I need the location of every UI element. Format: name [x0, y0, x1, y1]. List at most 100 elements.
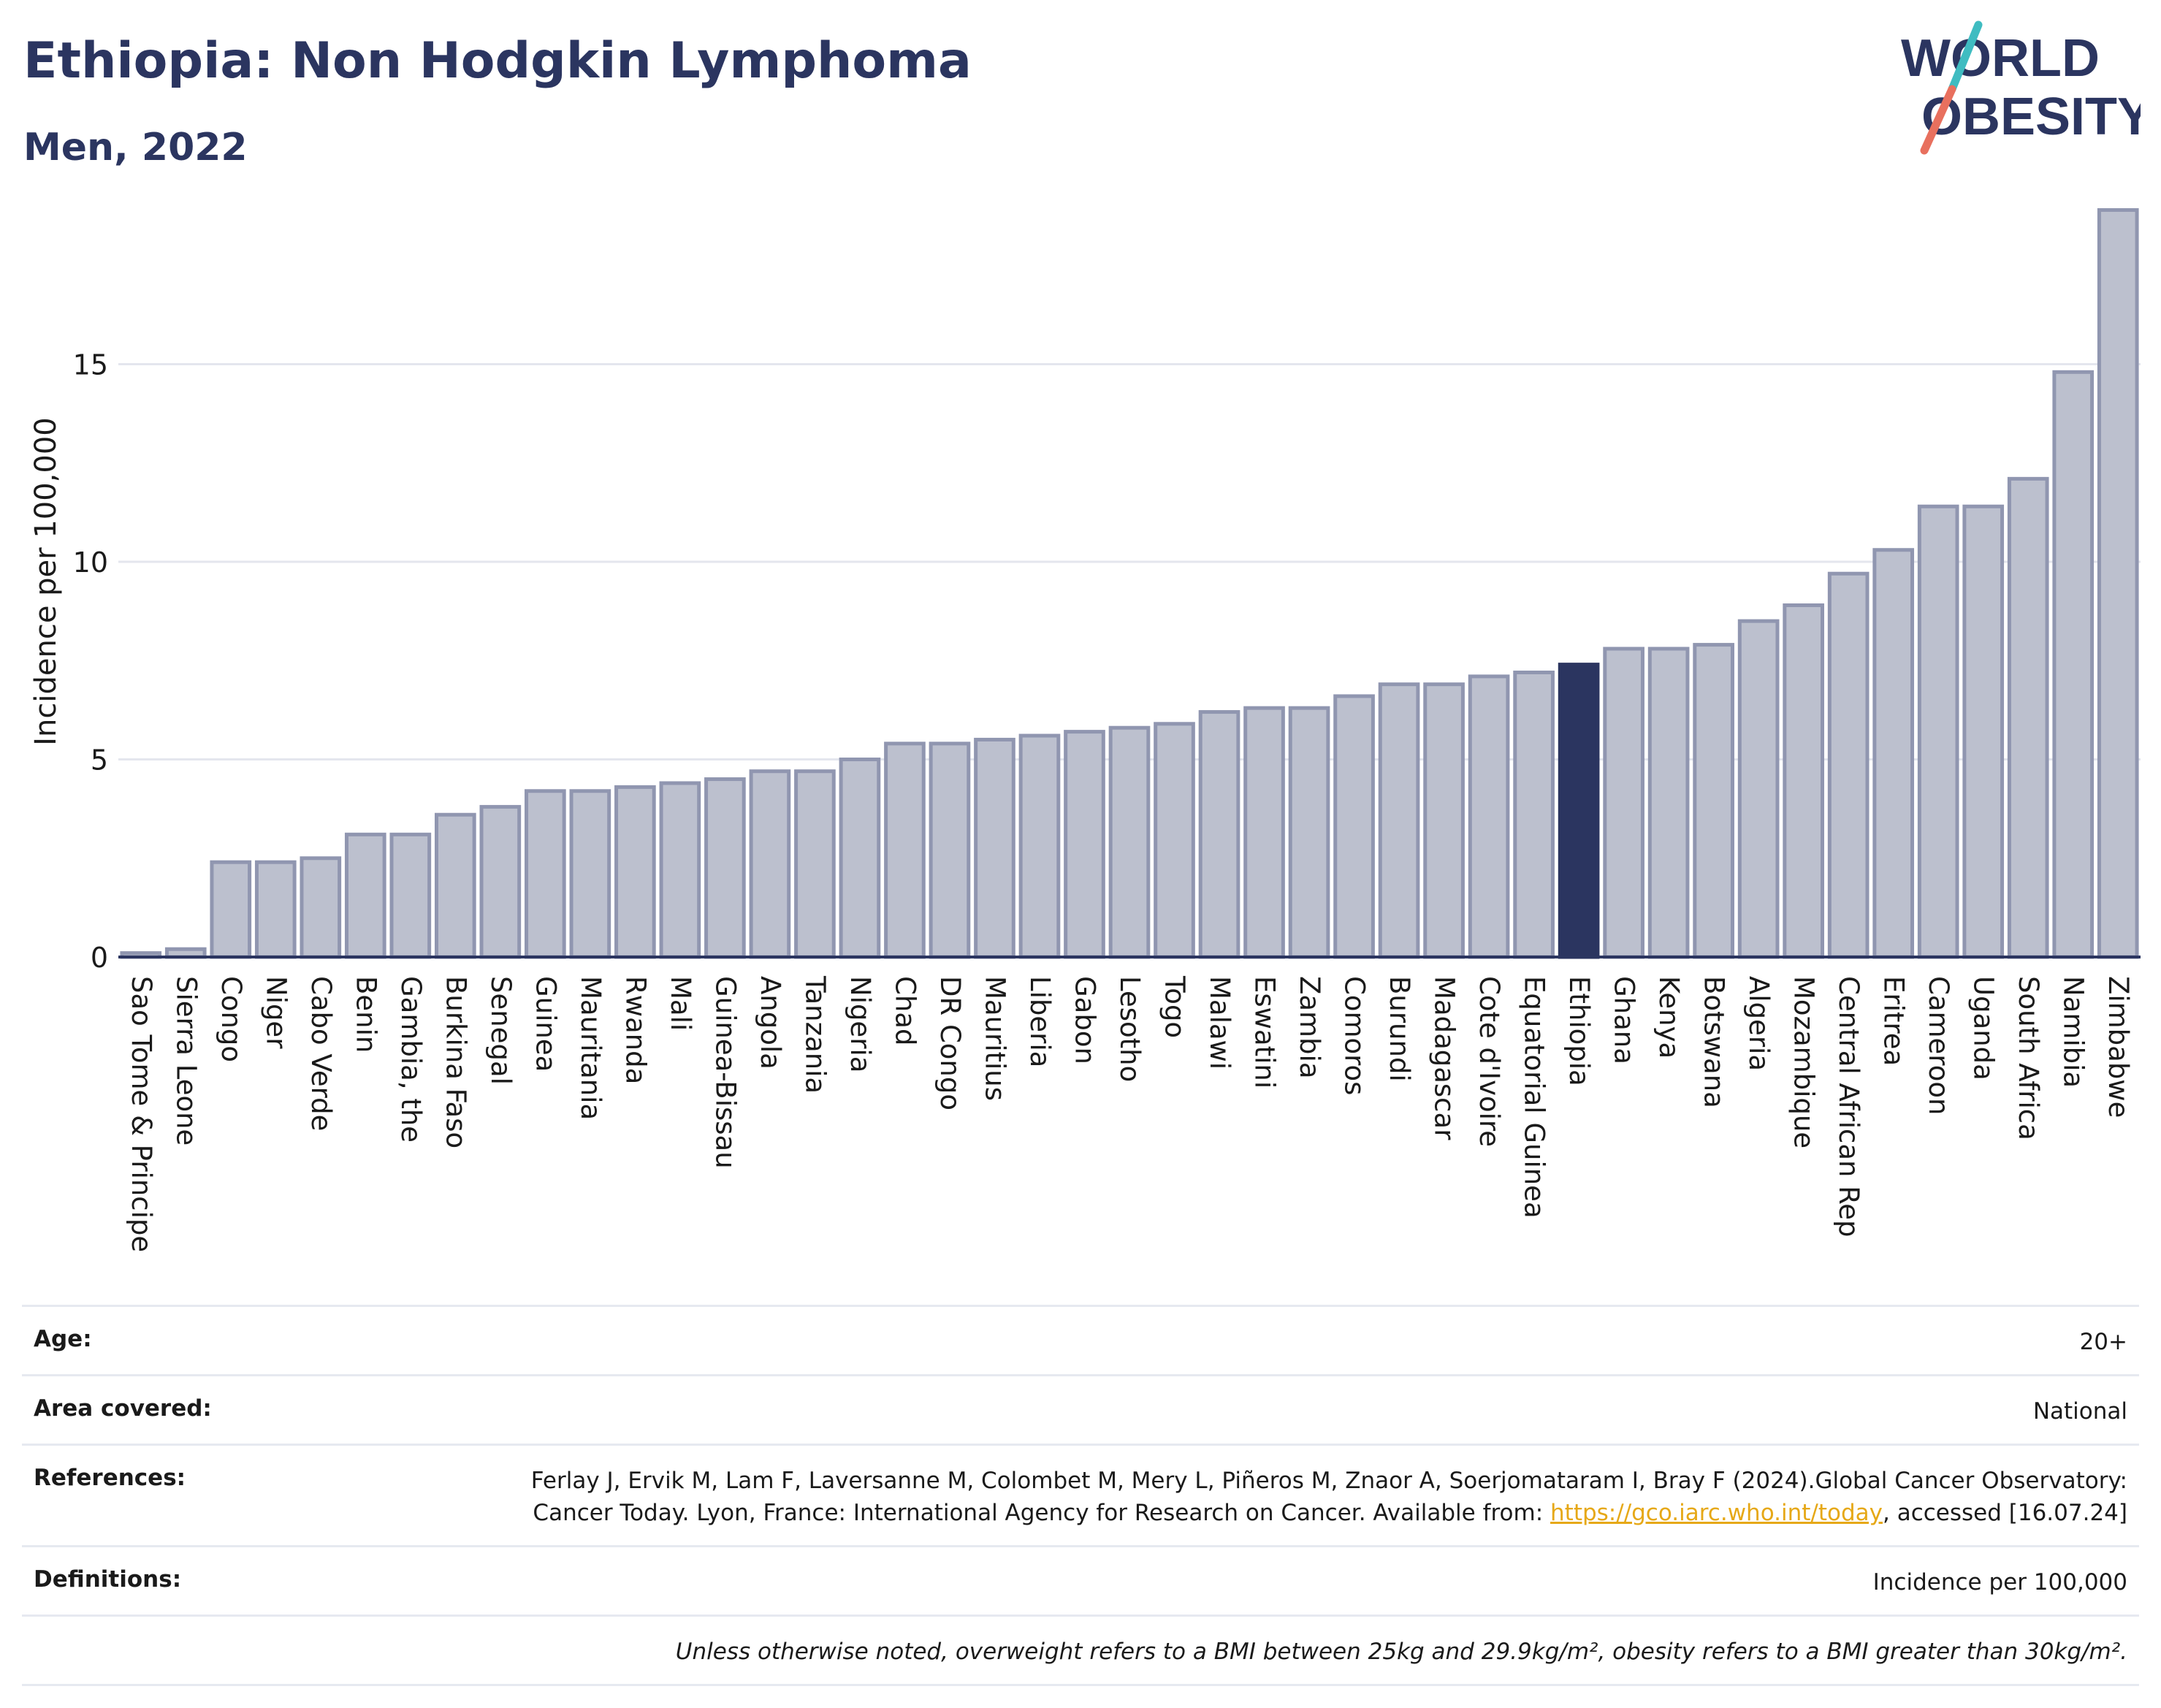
- bar: [2052, 370, 2095, 959]
- bar: [1378, 682, 1420, 959]
- x-tick-label: Liberia: [1024, 976, 1056, 1067]
- bar: [344, 832, 386, 959]
- x-tick-label: Benin: [350, 976, 381, 1053]
- bar: [1917, 504, 1959, 959]
- x-tick-label: Kenya: [1653, 976, 1685, 1059]
- bar: [1513, 670, 1555, 959]
- y-tick-label: 15: [73, 348, 108, 381]
- x-tick-label: Niger: [260, 976, 291, 1049]
- x-tick-label: Namibia: [2058, 976, 2089, 1088]
- area-value: National: [2032, 1398, 2127, 1425]
- x-tick-label: Senegal: [485, 976, 517, 1085]
- x-tick-label: DR Congo: [934, 976, 966, 1110]
- bar: [569, 789, 611, 959]
- bar: [1198, 710, 1240, 959]
- x-tick-label: Eritrea: [1878, 976, 1910, 1066]
- x-tick-label: Zimbabwe: [2103, 976, 2134, 1118]
- x-tick-label: Botswana: [1699, 976, 1730, 1108]
- definitions-value: Incidence per 100,000: [1872, 1569, 2127, 1595]
- references-link[interactable]: https://gco.iarc.who.int/today: [1550, 1500, 1883, 1526]
- svg-text:WORLD: WORLD: [1901, 29, 2100, 88]
- x-tick-label: Congo: [216, 976, 247, 1062]
- bar: [614, 785, 656, 959]
- x-tick-label: Mauritius: [979, 976, 1010, 1101]
- y-tick-label: 5: [91, 744, 108, 776]
- bar-chart: 0 5 10 15 Sao Tome & Principe Sierra Leone Con…: [29, 207, 2141, 1252]
- references-value: Ferlay J, Ervik M, Lam F, Laversanne M, …: [520, 1465, 2127, 1529]
- bar: [1737, 619, 1780, 959]
- bar: [749, 769, 791, 959]
- age-label: Age:: [34, 1326, 92, 1352]
- x-tick-label: Nigeria: [845, 976, 876, 1072]
- bar: [1962, 504, 2005, 959]
- bar: [1288, 706, 1330, 959]
- bar: [839, 757, 881, 959]
- x-tick-label: Ethiopia: [1563, 976, 1595, 1086]
- page-title: Ethiopia: Non Hodgkin Lymphoma: [23, 32, 972, 90]
- x-tick-label: Eswatini: [1249, 976, 1281, 1089]
- bar: [1827, 571, 1870, 959]
- references-label: References:: [34, 1465, 186, 1491]
- page-subtitle: Men, 2022: [23, 126, 248, 169]
- bar: [1108, 725, 1151, 959]
- x-tick-label: Guinea-Bissau: [709, 976, 741, 1169]
- x-tick-label: Chad: [889, 976, 921, 1045]
- metadata-table: Age: 20+ Area covered: National Referenc…: [22, 1305, 2139, 1686]
- bar: [2097, 207, 2139, 959]
- y-tick-label: 10: [73, 546, 108, 579]
- x-tick-label: Uganda: [1968, 976, 2000, 1080]
- x-tick-label: Rwanda: [620, 976, 651, 1084]
- svg-text:OBESITY: OBESITY: [1921, 88, 2141, 146]
- bar: [1872, 548, 1915, 959]
- bar: [479, 804, 522, 959]
- note-row: Unless otherwise noted, overweight refer…: [22, 1617, 2139, 1686]
- x-tick-label: Central African Rep: [1833, 976, 1864, 1238]
- x-tick-label: Sao Tome & Principe: [126, 976, 157, 1252]
- bmi-note: Unless otherwise noted, overweight refer…: [675, 1639, 2127, 1665]
- x-tick-label: Malawi: [1204, 976, 1235, 1070]
- x-tick-label: Gabon: [1069, 976, 1100, 1064]
- x-tick-label: Algeria: [1743, 976, 1775, 1071]
- y-axis-label: Incidence per 100,000: [29, 417, 63, 746]
- x-tick-label: Mali: [665, 976, 696, 1031]
- age-value: 20+: [2079, 1329, 2127, 1355]
- bar: [389, 832, 432, 959]
- bar: [1064, 730, 1105, 959]
- x-tick-label: Cameroon: [1923, 976, 1954, 1115]
- bar: [884, 741, 926, 959]
- bar: [525, 789, 566, 959]
- bar: [929, 741, 971, 959]
- x-tick-label: Mauritania: [575, 976, 606, 1120]
- references-text: Ferlay J, Ervik M, Lam F, Laversanne M, …: [530, 1468, 2127, 1526]
- bar: [794, 769, 836, 959]
- definitions-label: Definitions:: [34, 1566, 182, 1593]
- age-row: Age: 20+: [22, 1307, 2139, 1376]
- bar: [1243, 706, 1285, 959]
- bar: [1333, 694, 1375, 959]
- world-obesity-logo: WORLD OBESITY: [1901, 20, 2141, 155]
- x-tick-label: Zambia: [1294, 976, 1325, 1079]
- x-tick-label: Burkina Faso: [440, 976, 471, 1148]
- x-tick-label: Mozambique: [1788, 976, 1820, 1148]
- x-tick-label: Tanzania: [799, 975, 831, 1094]
- y-tick-label: 0: [91, 942, 108, 974]
- bar: [1423, 682, 1465, 959]
- x-tick-label: Cote d'Ivoire: [1474, 976, 1505, 1147]
- bar-highlight: [1558, 663, 1600, 959]
- x-tick-label: Gambia, the: [395, 976, 427, 1143]
- x-tick-label: Angola: [755, 976, 786, 1070]
- bar: [254, 860, 297, 959]
- x-tick-label: South Africa: [2013, 976, 2044, 1140]
- x-tick-label: Equatorial Guinea: [1519, 976, 1550, 1219]
- bar: [1018, 733, 1061, 959]
- bar: [974, 737, 1015, 959]
- references-accessed: , accessed [16.07.24]: [1882, 1500, 2127, 1526]
- area-row: Area covered: National: [22, 1376, 2139, 1446]
- bar: [1647, 647, 1690, 959]
- x-tick-label: Burundi: [1384, 976, 1415, 1082]
- bar: [300, 856, 342, 959]
- definitions-row: Definitions: Incidence per 100,000: [22, 1547, 2139, 1617]
- bar: [1783, 603, 1825, 959]
- bar: [210, 860, 252, 959]
- area-label: Area covered:: [34, 1395, 212, 1422]
